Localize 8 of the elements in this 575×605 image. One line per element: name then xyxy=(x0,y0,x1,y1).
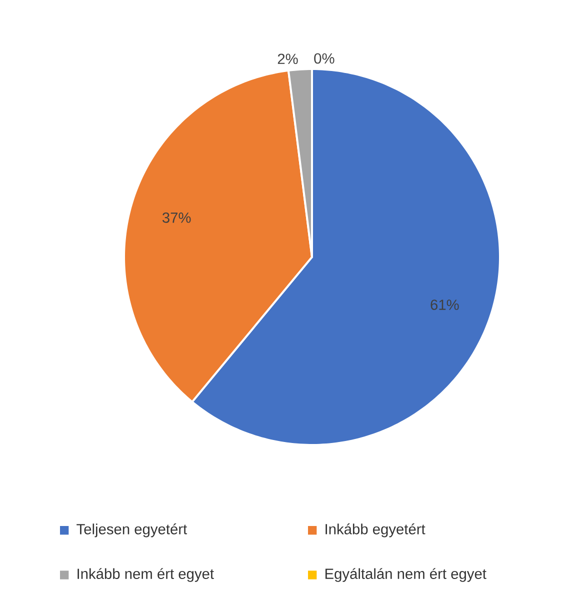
data-label: 2% xyxy=(278,54,298,64)
legend-label: Teljesen egyetért xyxy=(76,523,188,538)
text: 0% xyxy=(314,53,334,64)
data-label: 61% xyxy=(430,300,459,310)
data-label: 37% xyxy=(162,212,191,223)
legend-label: Inkább nem ért egyet xyxy=(78,568,214,582)
legend-label: Egyáltalán nem ért egyet xyxy=(325,568,486,582)
legend-label: Inkább egyetért xyxy=(326,523,426,538)
